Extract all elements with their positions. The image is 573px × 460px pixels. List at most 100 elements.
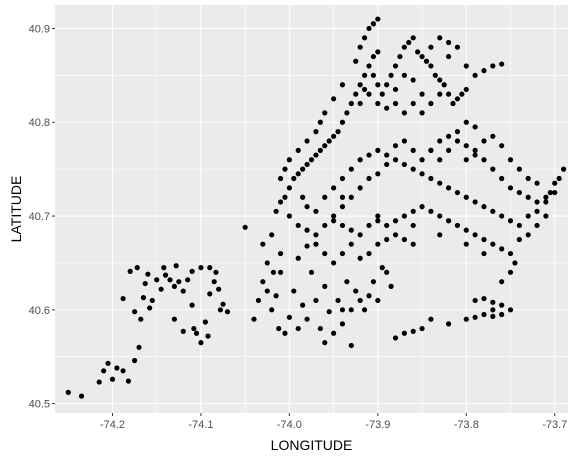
data-point — [304, 316, 310, 322]
data-point — [507, 185, 514, 191]
data-point — [304, 243, 310, 249]
data-point — [472, 232, 478, 238]
data-point — [490, 299, 496, 305]
data-point — [348, 227, 354, 233]
data-point — [339, 194, 346, 200]
data-point — [375, 297, 381, 304]
data-point — [213, 269, 219, 275]
data-point — [516, 166, 522, 172]
data-point — [512, 260, 518, 266]
data-point — [173, 263, 179, 269]
x-tick-label: -73.8 — [454, 419, 479, 431]
data-point — [286, 213, 292, 219]
data-point — [224, 309, 231, 315]
data-point — [525, 213, 531, 219]
data-point — [375, 100, 381, 107]
data-point — [322, 222, 328, 229]
data-point — [525, 232, 531, 238]
data-point — [269, 232, 275, 238]
data-point — [401, 138, 407, 144]
data-point — [331, 213, 337, 219]
data-point — [472, 297, 478, 304]
data-point — [361, 307, 368, 313]
data-point — [370, 72, 377, 78]
data-point — [317, 119, 323, 125]
data-point — [145, 271, 151, 277]
data-point — [499, 302, 505, 308]
data-point — [556, 175, 562, 182]
data-point — [127, 268, 133, 274]
data-point — [392, 100, 399, 107]
data-point — [481, 138, 487, 144]
data-point — [300, 166, 306, 172]
data-point — [198, 265, 204, 271]
data-point — [401, 72, 407, 78]
data-point — [277, 269, 284, 275]
data-point — [158, 286, 164, 292]
data-point — [255, 297, 262, 304]
data-point — [96, 379, 102, 385]
data-point — [202, 319, 208, 325]
data-point — [295, 255, 301, 261]
data-point — [507, 218, 514, 224]
data-point — [481, 311, 487, 318]
data-point — [401, 330, 407, 336]
data-point — [481, 236, 487, 243]
y-tick-label: 40.9 — [29, 23, 50, 35]
data-point — [534, 180, 540, 186]
data-point — [419, 157, 425, 163]
data-point — [242, 224, 248, 230]
data-point — [481, 157, 487, 163]
data-point — [357, 100, 363, 107]
data-point — [437, 157, 443, 163]
data-point — [65, 389, 71, 395]
data-point — [198, 340, 204, 346]
data-point — [472, 72, 478, 78]
data-point — [277, 250, 284, 257]
data-point — [401, 110, 407, 116]
data-point — [344, 110, 350, 116]
data-point — [379, 91, 385, 97]
x-tick-label: -73.9 — [365, 419, 390, 431]
data-point — [185, 277, 191, 283]
data-point — [264, 260, 270, 266]
data-point — [361, 35, 368, 41]
data-point — [291, 175, 297, 182]
data-point — [191, 325, 197, 332]
data-point — [357, 255, 363, 261]
data-point — [308, 157, 315, 163]
data-point — [459, 91, 465, 97]
data-point — [490, 133, 496, 139]
data-point — [384, 161, 390, 168]
data-point — [441, 82, 447, 88]
data-point — [180, 328, 186, 334]
data-point — [189, 302, 195, 308]
data-point — [507, 157, 514, 163]
data-point — [499, 175, 505, 182]
x-tick-label: -74.0 — [277, 419, 302, 431]
data-point — [384, 82, 390, 88]
data-point — [463, 194, 469, 200]
data-point — [273, 208, 279, 214]
data-point — [136, 344, 142, 350]
data-point — [499, 213, 505, 219]
data-point — [481, 204, 487, 210]
data-point — [189, 268, 195, 274]
data-point — [295, 325, 301, 332]
data-point — [437, 77, 443, 83]
y-axis-ticks: 40.5 40.6 40.7 40.8 40.9 — [29, 23, 55, 411]
data-point — [171, 283, 178, 289]
data-point — [361, 86, 368, 93]
data-point — [384, 269, 390, 275]
panel-background — [55, 5, 568, 413]
data-point — [322, 250, 328, 257]
data-point — [392, 335, 399, 341]
data-point — [370, 21, 377, 27]
data-point — [273, 293, 279, 299]
x-tick-label: -73.7 — [542, 419, 567, 431]
data-point — [534, 222, 540, 229]
data-point — [366, 293, 372, 299]
data-point — [353, 288, 359, 294]
data-point — [313, 208, 319, 214]
